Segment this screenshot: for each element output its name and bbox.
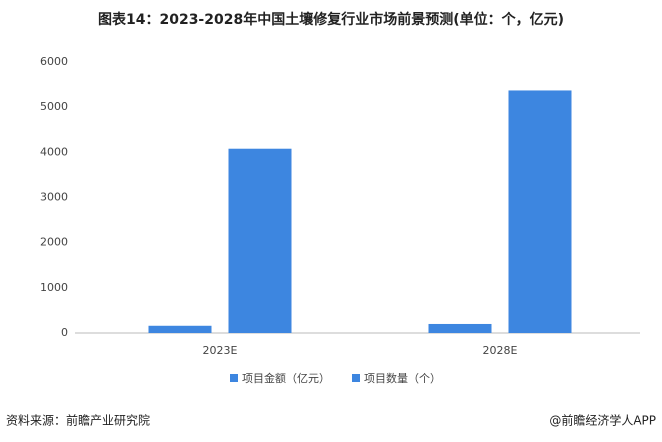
x-tick-label: 2023E [203, 344, 238, 357]
x-tick-label: 2028E [483, 344, 518, 357]
y-tick-label: 6000 [40, 55, 68, 68]
bar [148, 325, 212, 333]
y-tick-label: 3000 [40, 191, 68, 204]
y-tick-label: 0 [61, 326, 68, 339]
legend-swatch [230, 374, 238, 382]
chart-title: 图表14：2023-2028年中国土壤修复行业市场前景预测(单位：个，亿元) [98, 11, 564, 28]
source: 资料来源：前瞻产业研究院 [6, 413, 150, 428]
y-tick-label: 4000 [40, 145, 68, 158]
legend-swatch [352, 374, 360, 382]
credit: @前瞻经济学人APP [549, 413, 656, 428]
legend-label: 项目数量（个） [364, 372, 441, 385]
legend-label: 项目金额（亿元） [242, 371, 330, 385]
y-tick-label: 1000 [40, 281, 68, 294]
y-tick-label: 2000 [40, 236, 68, 249]
bar [428, 323, 492, 333]
bar [228, 148, 292, 333]
bar [508, 90, 572, 333]
y-tick-label: 5000 [40, 100, 68, 113]
